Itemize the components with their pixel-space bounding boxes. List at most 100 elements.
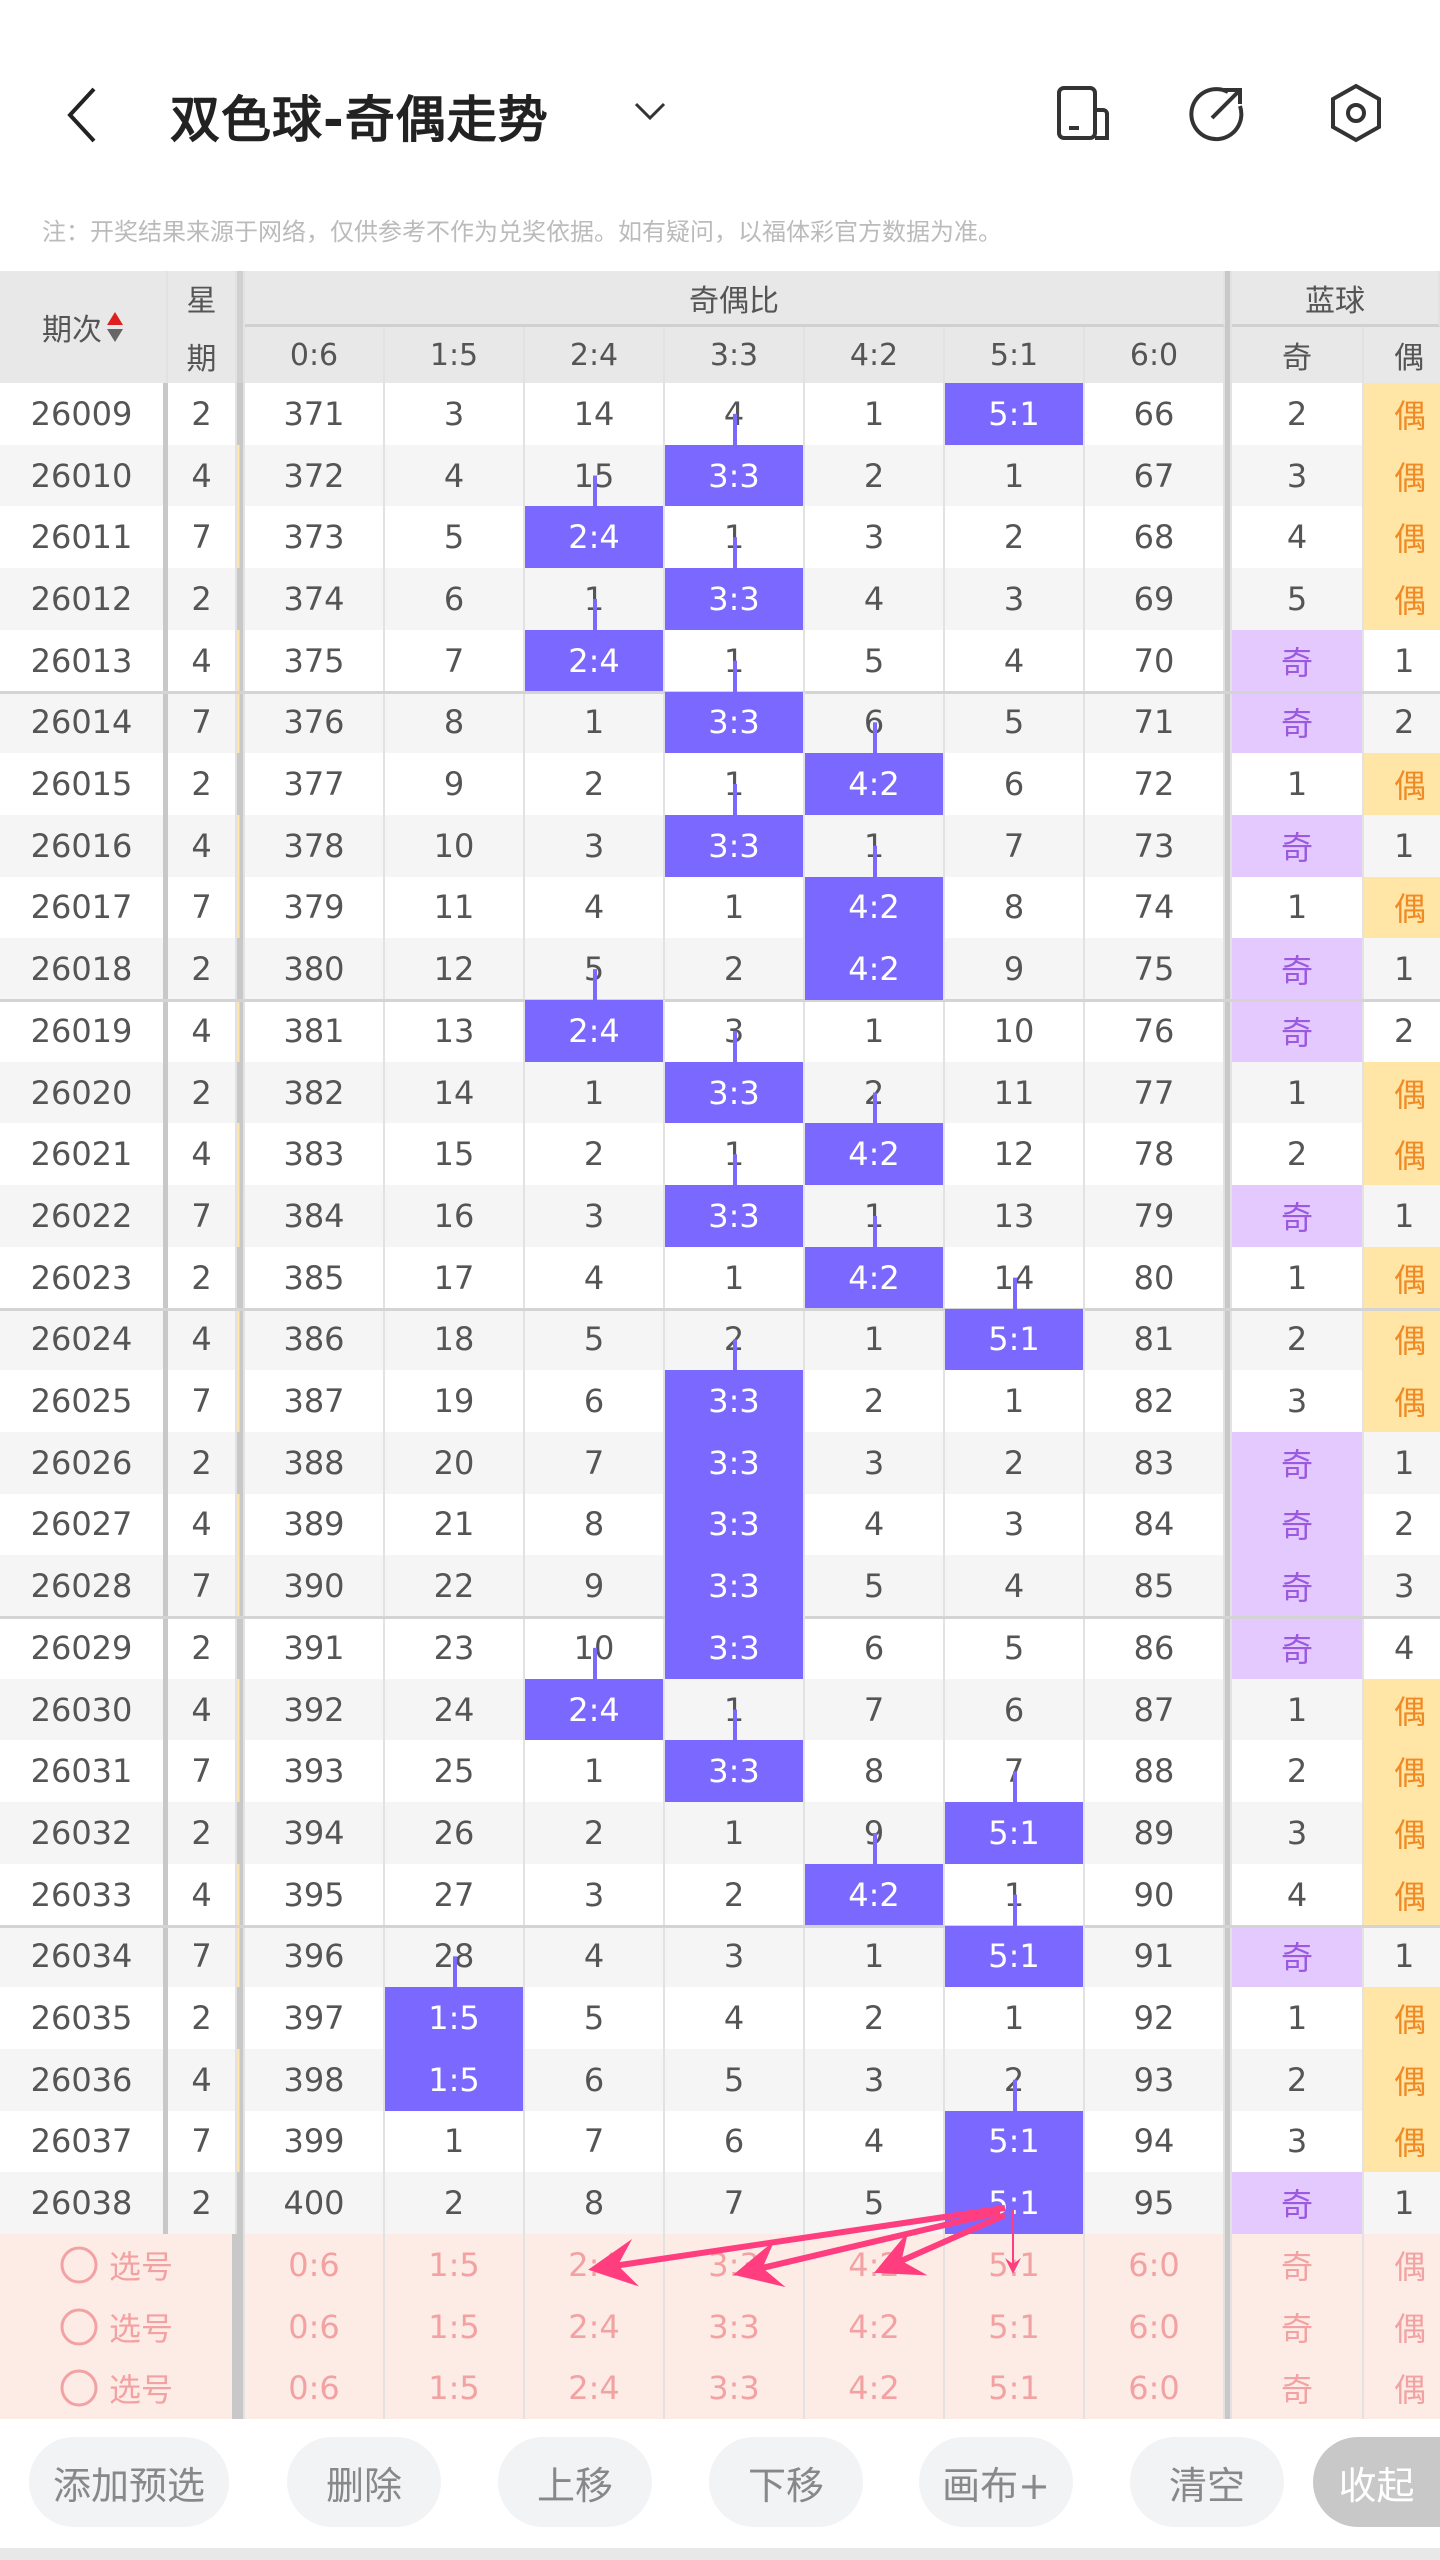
select-ratio-option[interactable]: 4:2 [805,2295,945,2358]
radio-circle-icon[interactable] [59,2307,99,2347]
select-ratio-option[interactable]: 1:5 [385,2295,525,2358]
ratio-hit-cell: 2:4 [525,1000,665,1062]
period-cell: 26015 [0,753,168,815]
back-icon[interactable] [62,85,102,145]
period-cell: 26033 [0,1863,168,1926]
select-ratio-option[interactable]: 5:1 [945,2295,1085,2358]
ratio-cell: 73 [1085,814,1225,877]
week-label-bottom: 期 [186,342,217,377]
select-ratio-option[interactable]: 5:1 [945,2234,1085,2296]
period-cell: 26029 [0,1617,168,1679]
select-ratio-option[interactable]: 0:6 [245,2295,385,2358]
select-ratio-option[interactable]: 1:5 [385,2234,525,2296]
select-ratio-option[interactable]: 5:1 [945,2357,1085,2420]
chevron-down-icon[interactable] [632,98,668,126]
select-row-toggle[interactable]: 选号 [0,2357,237,2420]
move-up-button[interactable]: 上移 [498,2437,652,2527]
ratio-cell: 394 [245,1802,385,1864]
ratio-cell: 386 [245,1308,385,1371]
column-separator [1225,2234,1232,2296]
settings-icon[interactable] [1327,82,1385,144]
ratio-cell: 3 [665,1925,805,1988]
select-ratio-option[interactable]: 0:6 [245,2357,385,2420]
ratio-cell: 4 [525,876,665,939]
select-blue-option[interactable]: 奇 [1232,2295,1364,2358]
select-ratio-option[interactable]: 6:0 [1085,2295,1225,2358]
select-row-toggle[interactable]: 选号 [0,2234,237,2296]
blue-cell: 2 [1232,383,1364,445]
move-down-button[interactable]: 下移 [709,2437,863,2527]
share-icon[interactable] [1188,84,1246,142]
ratio-cell: 4 [385,444,525,507]
select-ratio-option[interactable]: 0:6 [245,2234,385,2296]
column-separator [1225,938,1232,1000]
column-separator [1225,383,1232,445]
device-icon[interactable] [1055,84,1113,142]
select-ratio-option[interactable]: 2:4 [525,2295,665,2358]
select-ratio-option[interactable]: 4:2 [805,2234,945,2296]
header-blue-even: 偶 [1364,327,1440,383]
select-blue-option[interactable]: 偶 [1364,2295,1440,2358]
ratio-cell: 92 [1085,1987,1225,2049]
week-cell: 4 [168,1308,237,1371]
ratio-cell: 28 [385,1925,525,1988]
select-row-toggle[interactable]: 选号 [0,2295,237,2358]
ratio-cell: 392 [245,1678,385,1741]
ratio-cell: 1 [525,568,665,630]
ratio-cell: 6 [385,568,525,630]
select-ratio-option[interactable]: 6:0 [1085,2234,1225,2296]
select-blue-option[interactable]: 偶 [1364,2357,1440,2420]
add-preselect-button[interactable]: 添加预选 [29,2437,229,2527]
blue-cell: 2 [1232,1123,1364,1186]
ratio-cell: 9 [385,753,525,815]
select-ratio-option[interactable]: 2:4 [525,2357,665,2420]
select-ratio-option[interactable]: 3:3 [665,2357,805,2420]
clear-button[interactable]: 清空 [1130,2437,1284,2527]
ratio-cell: 398 [245,2048,385,2111]
radio-circle-icon[interactable] [59,2368,99,2408]
select-ratio-option[interactable]: 1:5 [385,2357,525,2420]
column-separator [237,271,245,383]
select-ratio-option[interactable]: 3:3 [665,2234,805,2296]
column-separator [237,629,245,692]
sort-icon[interactable] [106,310,124,344]
select-ratio-option[interactable]: 4:2 [805,2357,945,2420]
ratio-cell: 22 [385,1555,525,1617]
delete-button[interactable]: 删除 [287,2437,441,2527]
canvas-plus-button[interactable]: 画布+ [919,2437,1073,2527]
ratio-cell: 74 [1085,876,1225,939]
select-blue-option[interactable]: 偶 [1364,2234,1440,2296]
week-cell: 2 [168,753,237,815]
collapse-button[interactable]: 收起 [1313,2437,1440,2527]
select-blue-option[interactable]: 奇 [1232,2234,1364,2296]
column-separator [237,1802,245,1864]
ratio-cell: 377 [245,753,385,815]
blue-cell: 1 [1232,1678,1364,1741]
column-separator [1225,1802,1232,1864]
ratio-cell: 8 [945,876,1085,939]
ratio-cell: 400 [245,2172,385,2234]
column-separator [1225,2110,1232,2173]
select-ratio-option[interactable]: 2:4 [525,2234,665,2296]
blue-cell: 1 [1364,1431,1440,1494]
ratio-cell: 94 [1085,2110,1225,2173]
select-ratio-option[interactable]: 3:3 [665,2295,805,2358]
week-cell: 2 [168,568,237,630]
select-ratio-option[interactable]: 6:0 [1085,2357,1225,2420]
column-separator [1225,1678,1232,1741]
ratio-cell: 3 [385,383,525,445]
column-separator [237,1617,245,1679]
select-blue-option[interactable]: 奇 [1232,2357,1364,2420]
column-separator [237,938,245,1000]
radio-circle-icon[interactable] [59,2245,99,2285]
column-separator [237,383,245,445]
blue-cell: 1 [1364,629,1440,692]
ratio-cell: 373 [245,506,385,569]
header-ratio-0-6: 0:6 [245,327,385,383]
week-cell: 2 [168,383,237,445]
header-period[interactable]: 期次 [0,271,168,383]
ratio-hit-cell: 1:5 [385,2048,525,2111]
ratio-cell: 372 [245,444,385,507]
header-ratio-4-2: 4:2 [805,327,945,383]
period-cell: 26012 [0,568,168,630]
